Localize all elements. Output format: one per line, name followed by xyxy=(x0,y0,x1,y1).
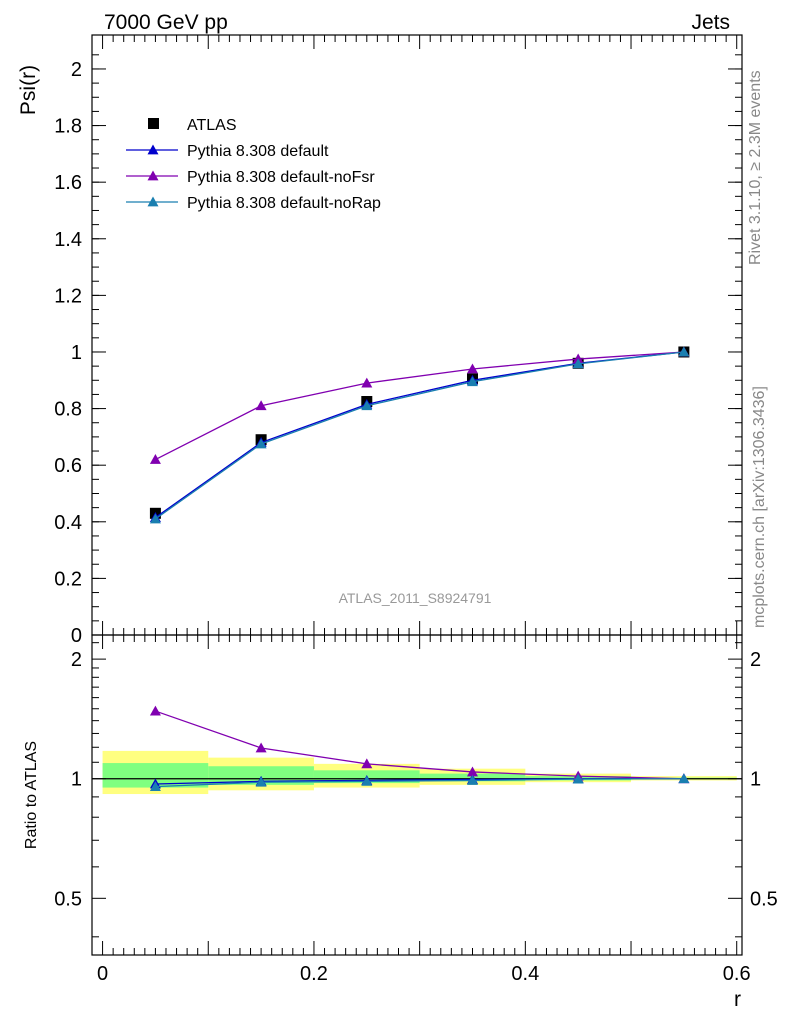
ratio-uncertainty-bands xyxy=(92,750,742,795)
series-line xyxy=(155,351,684,461)
xtick-label: 0.4 xyxy=(511,963,539,985)
ratio-ytick-label: 1 xyxy=(71,769,82,791)
ratio-data-point xyxy=(572,773,584,784)
ratio-ytick-label: 2 xyxy=(71,649,82,671)
data-point xyxy=(361,377,373,388)
header-right: Jets xyxy=(691,11,730,34)
rivet-label: Rivet 3.1.10, ≥ 2.3M events xyxy=(747,70,764,265)
main-ytick-label: 0.8 xyxy=(54,399,82,421)
main-y-axis-label: Psi(r) xyxy=(17,65,40,115)
watermark: ATLAS_2011_S8924791 xyxy=(339,590,492,606)
ratio-ytick-label-right: 0.5 xyxy=(750,888,778,910)
legend-marker xyxy=(147,196,159,207)
series-line xyxy=(155,351,684,519)
ratio-x-axis: 0 0.2 0.4 0.6 xyxy=(97,635,751,985)
ratio-series-line xyxy=(155,778,684,788)
main-ytick-label: 0 xyxy=(71,625,82,647)
header-left: 7000 GeV pp xyxy=(104,11,228,34)
ratio-data-point xyxy=(255,776,267,787)
main-ytick-label: 1.6 xyxy=(54,172,82,194)
x-axis-label: r xyxy=(734,988,741,1011)
data-point xyxy=(572,358,584,369)
xtick-label: 0 xyxy=(97,963,108,985)
main-ytick-label: 1.8 xyxy=(54,116,82,138)
main-ytick-label: 0.2 xyxy=(54,568,82,590)
ratio-ytick-label: 0.5 xyxy=(54,888,82,910)
data-point xyxy=(255,438,267,449)
legend-marker xyxy=(147,144,159,155)
ratio-series-pythia-8-308-default-nofsr xyxy=(149,705,690,784)
legend-entry: Pythia 8.308 default xyxy=(126,143,329,160)
main-ytick-label: 1 xyxy=(71,342,82,364)
ratio-data-point xyxy=(361,775,373,786)
data-point xyxy=(149,454,161,464)
data-point xyxy=(255,400,267,411)
main-ytick-label: 2 xyxy=(71,59,82,81)
main-ytick-label: 1.4 xyxy=(54,229,82,251)
data-point xyxy=(149,513,161,524)
ratio-panel: 0.5 0.5 1 1 2 2 0 0.2 0.4 0.6 Ratio to ATLAS r xyxy=(23,634,778,1011)
xtick-label: 0.2 xyxy=(300,963,328,985)
ratio-series-line xyxy=(155,710,684,780)
series-pythia-8-308-default xyxy=(149,346,690,522)
main-y-axis: 0 0.2 0.4 0.6 0.8 1 1.2 1.4 1.6 1.8 2 xyxy=(54,54,742,647)
series-line xyxy=(155,351,684,520)
ratio-data-point xyxy=(255,742,267,753)
legend-entry: Pythia 8.308 default-noRap xyxy=(126,195,381,212)
data-point xyxy=(678,346,690,357)
main-x-ticks xyxy=(102,35,738,635)
series-atlas xyxy=(149,346,690,519)
main-ytick-label: 0.6 xyxy=(54,455,82,477)
ratio-data-point xyxy=(361,758,373,769)
ratio-data-point xyxy=(678,773,690,784)
ratio-data-point xyxy=(149,781,161,792)
main-panel: 0 0.2 0.4 0.6 0.8 1 1.2 1.4 1.6 1.8 2 Psi(r) ATLAS… xyxy=(17,34,743,647)
mcplots-label: mcplots.cern.ch [arXiv:1306.3436] xyxy=(751,386,768,628)
legend-marker xyxy=(148,118,159,129)
xtick-label: 0.6 xyxy=(723,963,751,985)
ratio-y-axis-label: Ratio to ATLAS xyxy=(23,741,40,849)
legend-label: Pythia 8.308 default xyxy=(187,143,329,160)
ratio-data-point xyxy=(149,705,161,716)
band-green xyxy=(208,766,314,785)
legend-entry: ATLAS xyxy=(148,117,237,134)
main-ytick-label: 0.4 xyxy=(54,512,82,534)
data-point xyxy=(466,363,478,374)
ratio-ytick-label-right: 2 xyxy=(750,649,761,671)
legend: ATLAS Pythia 8.308 default Pythia 8.308 de… xyxy=(126,117,381,212)
ratio-ytick-label-right: 1 xyxy=(750,769,761,791)
legend-marker xyxy=(147,170,159,181)
data-point xyxy=(361,400,373,411)
legend-label: Pythia 8.308 default-noRap xyxy=(187,195,381,212)
ratio-y-axis: 0.5 0.5 1 1 2 2 xyxy=(54,642,778,938)
ratio-data-point xyxy=(466,766,478,777)
series-pythia-8-308-default-nofsr xyxy=(149,346,690,464)
series-pythia-8-308-default-norap xyxy=(149,346,690,524)
ratio-series-pythia-8-308-default-norap xyxy=(149,773,690,792)
ratio-data-point xyxy=(466,774,478,785)
ratio-panel-frame xyxy=(91,634,743,956)
main-ytick-label: 1.2 xyxy=(54,285,82,307)
legend-label: ATLAS xyxy=(187,117,237,134)
legend-label: Pythia 8.308 default-noFsr xyxy=(187,169,375,186)
data-point xyxy=(466,376,478,387)
legend-entry: Pythia 8.308 default-noFsr xyxy=(126,169,375,186)
